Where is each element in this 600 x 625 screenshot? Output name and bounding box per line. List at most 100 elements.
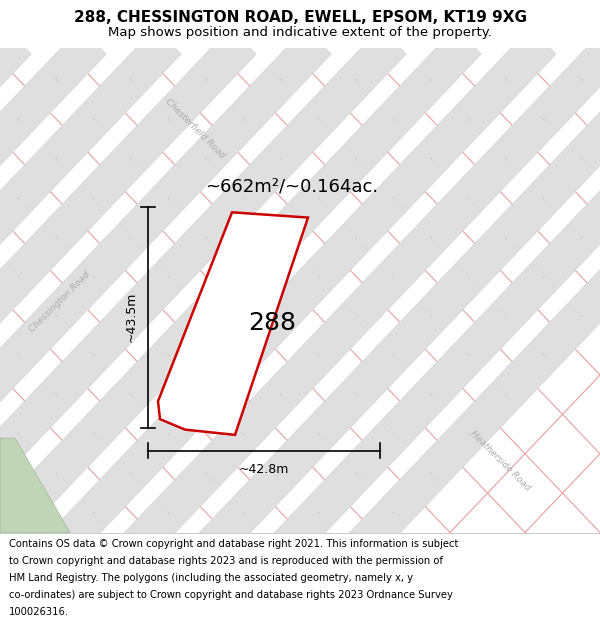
Polygon shape [0, 106, 31, 171]
Polygon shape [157, 461, 218, 526]
Polygon shape [232, 224, 293, 289]
Polygon shape [7, 303, 68, 368]
Polygon shape [7, 382, 68, 447]
Polygon shape [494, 185, 556, 250]
Polygon shape [382, 146, 443, 211]
Polygon shape [44, 185, 106, 250]
Polygon shape [0, 421, 31, 486]
Text: 288: 288 [248, 311, 296, 334]
Polygon shape [44, 106, 106, 171]
Polygon shape [532, 303, 593, 368]
Polygon shape [269, 500, 331, 565]
Polygon shape [344, 421, 406, 486]
Polygon shape [232, 303, 293, 368]
Text: ~662m²/~0.164ac.: ~662m²/~0.164ac. [205, 177, 378, 195]
Polygon shape [0, 28, 31, 92]
Polygon shape [569, 264, 600, 329]
Polygon shape [157, 382, 218, 447]
Polygon shape [494, 264, 556, 329]
Polygon shape [532, 67, 593, 132]
Polygon shape [0, 500, 31, 565]
Polygon shape [119, 28, 181, 92]
Polygon shape [419, 421, 481, 486]
Polygon shape [344, 500, 406, 565]
Polygon shape [7, 146, 68, 211]
Text: Chesterfield Road: Chesterfield Road [163, 97, 227, 160]
Polygon shape [194, 500, 256, 565]
Polygon shape [82, 382, 143, 447]
Polygon shape [194, 28, 256, 92]
Polygon shape [569, 28, 600, 92]
Polygon shape [119, 264, 181, 329]
Polygon shape [382, 303, 443, 368]
Polygon shape [232, 382, 293, 447]
Text: 100026316.: 100026316. [9, 608, 69, 618]
Polygon shape [532, 224, 593, 289]
Polygon shape [44, 28, 106, 92]
Polygon shape [157, 146, 218, 211]
Text: co-ordinates) are subject to Crown copyright and database rights 2023 Ordnance S: co-ordinates) are subject to Crown copyr… [9, 590, 453, 600]
Polygon shape [119, 500, 181, 565]
Polygon shape [419, 185, 481, 250]
Text: Contains OS data © Crown copyright and database right 2021. This information is : Contains OS data © Crown copyright and d… [9, 539, 458, 549]
Polygon shape [307, 382, 368, 447]
Polygon shape [119, 342, 181, 408]
Polygon shape [269, 264, 331, 329]
Polygon shape [269, 421, 331, 486]
Polygon shape [82, 146, 143, 211]
Polygon shape [82, 303, 143, 368]
Polygon shape [269, 106, 331, 171]
Polygon shape [307, 224, 368, 289]
Polygon shape [119, 106, 181, 171]
Polygon shape [7, 67, 68, 132]
Polygon shape [457, 303, 518, 368]
Polygon shape [194, 106, 256, 171]
Polygon shape [44, 264, 106, 329]
Polygon shape [158, 213, 308, 435]
Text: to Crown copyright and database rights 2023 and is reproduced with the permissio: to Crown copyright and database rights 2… [9, 556, 443, 566]
Polygon shape [0, 264, 31, 329]
Polygon shape [82, 224, 143, 289]
Polygon shape [382, 67, 443, 132]
Text: ~42.8m: ~42.8m [239, 463, 289, 476]
Polygon shape [269, 342, 331, 408]
Polygon shape [344, 264, 406, 329]
Polygon shape [344, 28, 406, 92]
Polygon shape [44, 342, 106, 408]
Polygon shape [307, 303, 368, 368]
Polygon shape [119, 421, 181, 486]
Text: 288, CHESSINGTON ROAD, EWELL, EPSOM, KT19 9XG: 288, CHESSINGTON ROAD, EWELL, EPSOM, KT1… [74, 9, 527, 24]
Polygon shape [119, 185, 181, 250]
Polygon shape [82, 67, 143, 132]
Text: Map shows position and indicative extent of the property.: Map shows position and indicative extent… [108, 26, 492, 39]
Polygon shape [419, 342, 481, 408]
Polygon shape [344, 185, 406, 250]
Polygon shape [44, 421, 106, 486]
Polygon shape [7, 224, 68, 289]
Polygon shape [494, 342, 556, 408]
Polygon shape [157, 224, 218, 289]
Polygon shape [82, 461, 143, 526]
Text: ~43.5m: ~43.5m [125, 292, 138, 342]
Polygon shape [307, 461, 368, 526]
Polygon shape [194, 185, 256, 250]
Polygon shape [494, 106, 556, 171]
Polygon shape [494, 28, 556, 92]
Polygon shape [419, 264, 481, 329]
Polygon shape [307, 67, 368, 132]
Polygon shape [457, 146, 518, 211]
Polygon shape [419, 106, 481, 171]
Polygon shape [44, 500, 106, 565]
Polygon shape [269, 185, 331, 250]
Text: Heatherside Road: Heatherside Road [469, 429, 532, 493]
Polygon shape [307, 146, 368, 211]
Polygon shape [457, 382, 518, 447]
Polygon shape [382, 461, 443, 526]
Polygon shape [194, 342, 256, 408]
Polygon shape [232, 461, 293, 526]
Polygon shape [194, 421, 256, 486]
Polygon shape [157, 67, 218, 132]
Polygon shape [532, 146, 593, 211]
Polygon shape [157, 303, 218, 368]
Polygon shape [0, 185, 31, 250]
